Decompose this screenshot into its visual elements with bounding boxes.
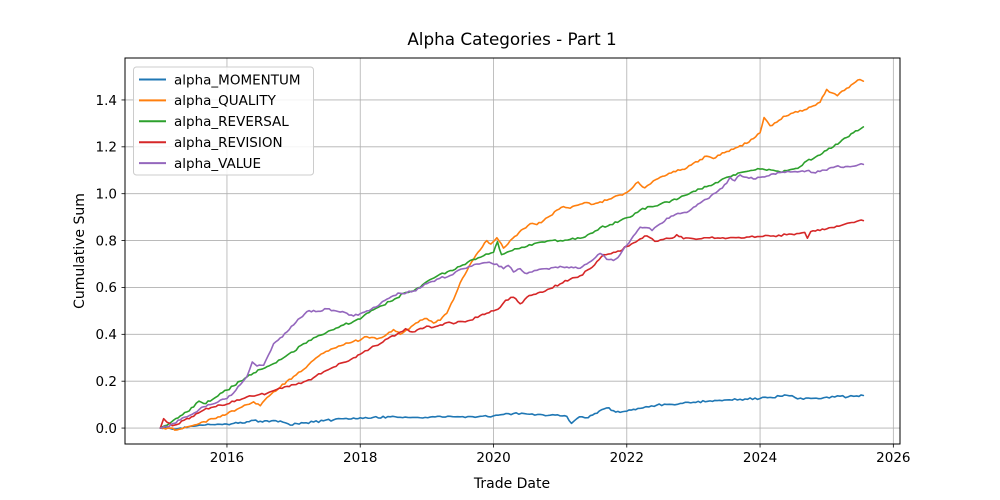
legend-label-alpha_VALUE: alpha_VALUE	[174, 156, 261, 172]
legend-label-alpha_QUALITY: alpha_QUALITY	[174, 93, 277, 109]
y-tick-label-0.2: 0.2	[96, 374, 117, 390]
y-tick-label-1.2: 1.2	[96, 140, 117, 156]
legend-entry-alpha_REVISION: alpha_REVISION	[139, 135, 283, 151]
gridlines	[125, 58, 900, 444]
series-line-alpha_MOMENTUM	[159, 394, 865, 431]
legend-label-alpha_MOMENTUM: alpha_MOMENTUM	[174, 72, 301, 88]
y-tick-label-1.4: 1.4	[96, 93, 117, 109]
legend: alpha_MOMENTUM alpha_QUALITY alpha_REVERSA…	[133, 66, 314, 176]
legend-entry-alpha_VALUE: alpha_VALUE	[139, 156, 261, 172]
y-tick-label-0.4: 0.4	[96, 327, 117, 343]
series-line-alpha_REVERSAL	[159, 126, 865, 429]
plot-frame	[124, 57, 901, 445]
x-tick-label-2020: 2020	[476, 450, 510, 466]
legend-label-alpha_REVERSAL: alpha_REVERSAL	[174, 114, 289, 130]
series-line-alpha_REVISION	[159, 219, 865, 429]
y-tick-label-1.0: 1.0	[96, 186, 117, 202]
x-tick-label-2022: 2022	[610, 450, 644, 466]
axis-ticks: 2016 2018 2020 2022 2024 2026 0.0 0.2 0.4 0.6 0.8 1…	[96, 93, 911, 466]
series-line-alpha_VALUE	[159, 162, 865, 429]
legend-entry-alpha_QUALITY: alpha_QUALITY	[139, 93, 277, 109]
x-tick-label-2016: 2016	[210, 450, 244, 466]
legend-label-alpha_REVISION: alpha_REVISION	[174, 135, 283, 151]
chart-title: Alpha Categories - Part 1	[407, 29, 616, 49]
series-lines	[159, 78, 865, 431]
legend-entry-alpha_REVERSAL: alpha_REVERSAL	[139, 114, 289, 130]
x-tick-label-2018: 2018	[343, 450, 377, 466]
legend-entry-alpha_MOMENTUM: alpha_MOMENTUM	[139, 72, 301, 88]
y-tick-label-0.6: 0.6	[96, 280, 117, 296]
y-tick-label-0.8: 0.8	[96, 233, 117, 249]
y-tick-label-0.0: 0.0	[96, 421, 117, 437]
x-tick-label-2026: 2026	[876, 450, 910, 466]
y-axis-label: Cumulative Sum	[72, 193, 88, 309]
x-axis-label: Trade Date	[473, 476, 550, 492]
x-tick-label-2024: 2024	[743, 450, 777, 466]
legend-box	[133, 66, 314, 176]
